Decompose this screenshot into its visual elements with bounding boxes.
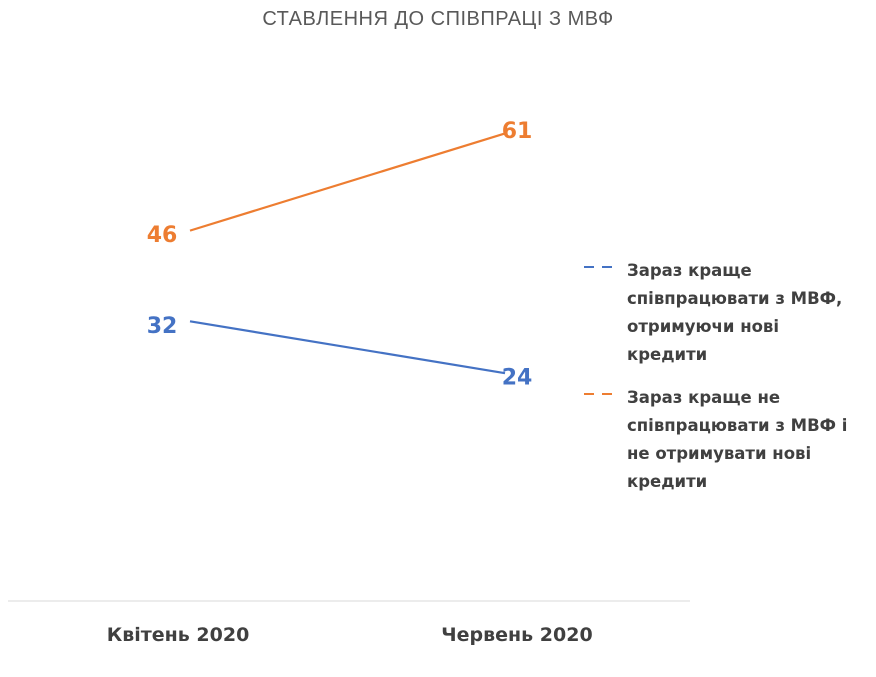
data-label-s2-2: 61: [502, 119, 533, 144]
data-label-s1-1: 32: [147, 314, 178, 339]
legend-label-series-1: Зараз краще співпрацювати з МВФ, отримую…: [627, 261, 843, 364]
series-line-1: [189, 320, 506, 375]
legend-swatch-series-2: [584, 393, 620, 395]
series-1: 32 24: [147, 314, 533, 391]
series-2: 46 61: [147, 119, 533, 248]
series-line-2: [189, 132, 506, 232]
category-label-1: Квітень 2020: [107, 624, 250, 646]
category-label-2: Червень 2020: [441, 624, 592, 646]
legend-swatch-series-1: [584, 266, 620, 268]
data-label-s1-2: 24: [502, 366, 533, 391]
legend-label-series-2: Зараз краще не співпрацювати з МВФ і не …: [627, 388, 848, 491]
series-layer: 32 24 46 61: [147, 119, 533, 391]
chart-title: СТАВЛЕННЯ ДО СПІВПРАЦІ З МВФ: [262, 8, 614, 30]
data-label-s2-1: 46: [147, 223, 178, 248]
category-layer: Квітень 2020 Червень 2020: [107, 624, 593, 646]
